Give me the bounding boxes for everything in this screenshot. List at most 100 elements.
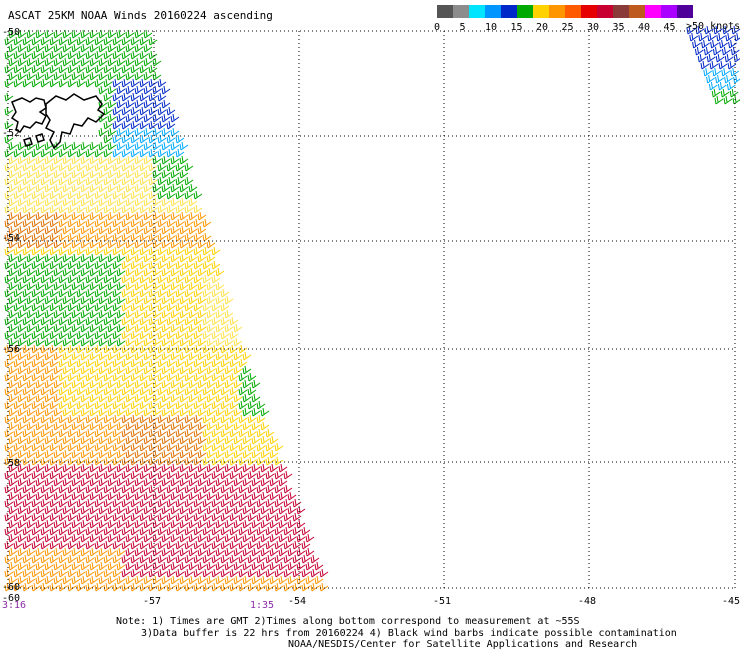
wind-barb [283,484,293,494]
wind-barb [17,477,27,487]
wind-barb [89,463,99,473]
wind-barb [40,358,50,368]
wind-barb [76,400,86,410]
wind-barb [94,78,104,88]
wind-barb [89,575,99,585]
wind-barb [4,358,14,368]
wind-barb [53,225,63,235]
wind-barb [184,582,194,592]
wind-barb [130,36,140,46]
wind-barb [40,484,50,494]
wind-barb [143,85,153,95]
wind-barb [26,239,36,249]
wind-barb [265,512,275,522]
wind-barb [121,302,131,312]
wind-barb [125,379,135,389]
wind-barb [206,337,216,347]
wind-barb [130,204,140,214]
legend-bin [613,5,629,18]
wind-barb [292,582,302,592]
wind-barb [112,414,122,424]
wind-barb [211,246,221,256]
wind-barb [179,519,189,529]
wind-barb [49,582,59,592]
wind-barb [206,295,216,305]
wind-barb [202,344,212,354]
map-title: ASCAT 25KM NOAA Winds 20160224 ascending [8,9,273,22]
wind-barb [238,344,248,354]
wind-barb [134,169,144,179]
wind-barb [85,288,95,298]
legend-bin [549,5,565,18]
wind-barb [197,267,207,277]
wind-barb [220,428,230,438]
wind-barb [193,330,203,340]
wind-barb [175,232,185,242]
wind-barb [58,456,68,466]
wind-barb [692,39,701,49]
wind-barb [229,498,239,508]
wind-barb [103,316,113,326]
wind-barb [179,533,189,543]
wind-barb [98,281,108,291]
wind-barb [94,372,104,382]
wind-barb [139,386,149,396]
wind-barb [26,57,36,67]
wind-barb [71,71,81,81]
wind-barb [17,351,27,361]
wind-barb [166,386,176,396]
wind-barb [166,358,176,368]
wind-barb [125,533,135,543]
wind-barb [103,232,113,242]
wind-barb [260,561,270,571]
wind-barb [197,211,207,221]
wind-barb [85,358,95,368]
wind-barb [121,358,131,368]
wind-barb [287,491,297,501]
wind-barb [143,379,153,389]
wind-barb [67,316,77,326]
wind-barb [53,351,63,361]
wind-barb [85,232,95,242]
wind-barb [49,484,59,494]
wind-barb [98,561,108,571]
wind-barb [85,246,95,256]
wind-barb [76,64,86,74]
wind-barb [67,260,77,270]
wind-barb [161,519,171,529]
wind-barb [287,519,297,529]
wind-barb [269,477,279,487]
wind-barb [188,393,198,403]
wind-barb [175,428,185,438]
wind-barb [22,428,32,438]
wind-barb [98,169,108,179]
wind-barb [116,323,126,333]
wind-barb [206,351,216,361]
legend-tick-label: 25 [562,22,574,33]
wind-barb [53,295,63,305]
wind-barb [31,302,41,312]
legend-color-bar [437,5,693,18]
wind-barb [706,74,715,84]
wind-barb [98,239,108,249]
wind-barb [148,540,158,550]
wind-barb [229,428,239,438]
wind-barb [260,547,270,557]
wind-barb [31,526,41,536]
wind-barb [215,435,225,445]
wind-barb [215,379,225,389]
wind-barb [67,526,77,536]
wind-barb [188,407,198,417]
wind-barb [22,330,32,340]
wind-barb [89,267,99,277]
wind-barb [80,435,90,445]
wind-barb [89,169,99,179]
wind-barb [220,288,230,298]
wind-barb [22,358,32,368]
wind-barb [116,533,126,543]
wind-barb [107,253,117,263]
wind-barb [17,407,27,417]
wind-barb [103,344,113,354]
wind-barb [85,78,95,88]
wind-barb [206,323,216,333]
